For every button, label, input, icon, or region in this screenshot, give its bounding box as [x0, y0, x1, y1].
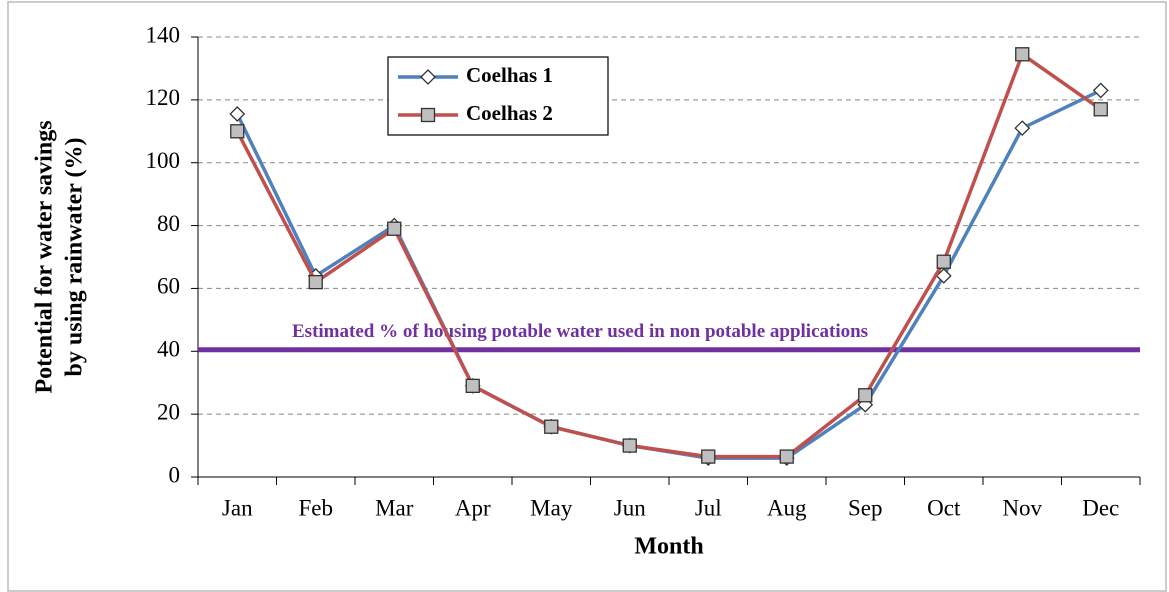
- x-tick-label: Jan: [222, 495, 253, 520]
- legend-label: Coelhas 2: [466, 101, 553, 125]
- x-tick-label: Mar: [375, 495, 414, 520]
- marker: [308, 274, 323, 290]
- x-tick-label: Dec: [1082, 495, 1119, 520]
- y-tick-label: 60: [157, 274, 180, 299]
- marker: [1015, 47, 1030, 62]
- y-tick-label: 20: [157, 399, 180, 424]
- x-tick-label: Oct: [927, 495, 961, 520]
- y-tick-label: 140: [146, 22, 181, 47]
- marker: [1093, 102, 1108, 117]
- marker: [544, 419, 559, 434]
- x-tick-label: Jun: [614, 495, 646, 520]
- x-tick-label: Jul: [695, 495, 722, 520]
- x-tick-label: Nov: [1002, 495, 1042, 520]
- frame: [7, 1, 1167, 592]
- x-tick-label: May: [530, 495, 573, 520]
- marker: [387, 221, 402, 236]
- marker: [1092, 82, 1109, 99]
- y-tick-label: 120: [146, 85, 181, 110]
- marker: [622, 438, 637, 453]
- marker: [1014, 120, 1031, 137]
- x-tick-label: Aug: [767, 495, 807, 520]
- y-axis-title: Potential for water savings: [32, 120, 58, 393]
- x-tick-label: Apr: [455, 495, 491, 520]
- marker: [465, 378, 480, 394]
- x-tick-label: Sep: [848, 495, 883, 520]
- marker: [936, 254, 951, 269]
- y-tick-label: 0: [169, 462, 181, 487]
- marker: [858, 388, 873, 403]
- marker: [701, 449, 716, 464]
- x-axis-title: Month: [634, 534, 703, 560]
- series-line: [235, 51, 1102, 459]
- y-axis-title: by using rainwater (%): [62, 138, 88, 377]
- series-line: [235, 88, 1102, 460]
- marker: [230, 124, 245, 139]
- marker: [779, 449, 794, 464]
- reference-label: Estimated % of housing potable water use…: [292, 321, 868, 342]
- y-tick-label: 40: [157, 337, 180, 362]
- y-tick-label: 100: [146, 148, 181, 173]
- legend-label: Coelhas 1: [466, 63, 553, 87]
- x-tick-label: Feb: [299, 495, 334, 520]
- legend-marker: [420, 107, 436, 123]
- marker: [229, 106, 246, 122]
- y-tick-label: 80: [157, 211, 180, 236]
- legend-marker: [420, 69, 436, 85]
- marker: [935, 267, 952, 284]
